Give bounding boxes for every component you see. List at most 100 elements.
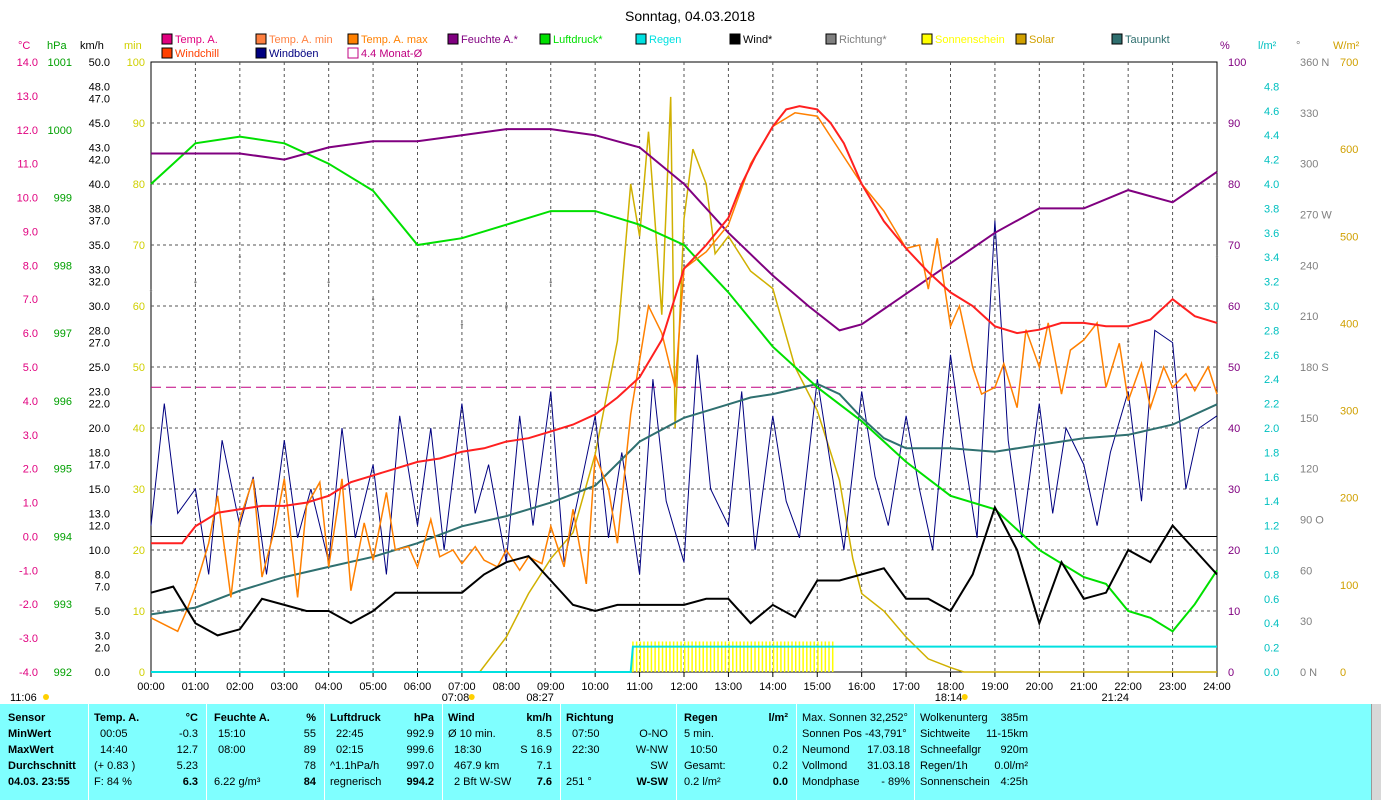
x-tick-label-8: 08:00 (493, 681, 521, 693)
series-regen (151, 645, 1217, 673)
pct-tick-5: 50 (1228, 362, 1240, 374)
misc-sonnenschein-value: 4:25h (1000, 776, 1028, 788)
kmh-tick-10: 33.0 (89, 264, 110, 276)
temp-unit: °C (185, 712, 198, 724)
hpa-tick-5: 996 (54, 396, 72, 408)
x-tick-label-9: 09:00 (537, 681, 565, 693)
deg-tick-12: 0 N (1300, 667, 1317, 679)
pct-tick-7: 30 (1228, 484, 1240, 496)
x-tick-label-24: 24:00 (1203, 681, 1231, 693)
lm2-tick-8: 3.2 (1264, 277, 1279, 289)
temp-tick-1: 13.0 (17, 91, 38, 103)
x-tick-label-11: 11:00 (626, 681, 653, 693)
feuchte-cur-value: 84 (303, 776, 316, 788)
lm2-tick-11: 2.6 (1264, 350, 1279, 362)
kmh-tick-19: 18.0 (89, 447, 110, 459)
deg-tick-5: 210 (1300, 311, 1318, 323)
temp-avg-label: (+ 0.83 ) (94, 760, 136, 772)
legend-swatch-6 (729, 33, 741, 45)
pct-tick-0: 100 (1228, 57, 1246, 69)
current-date: 04.03. 23:55 (8, 776, 70, 788)
kmh-tick-14: 27.0 (89, 338, 110, 350)
legend-label-11: Windchill (175, 48, 219, 60)
deg-tick-4: 240 (1300, 260, 1318, 272)
series-solar (151, 96, 1217, 673)
kmh-tick-23: 12.0 (89, 521, 110, 533)
temp-tick-11: 3.0 (23, 430, 38, 442)
deg-tick-10: 60 (1300, 565, 1312, 577)
kmh-tick-9: 35.0 (89, 240, 110, 252)
min-tick-9: 10 (133, 606, 145, 618)
direction-point-6 (416, 314, 419, 318)
deg-tick-3: 270 W (1300, 210, 1332, 222)
legend-swatch-0 (161, 33, 173, 45)
lm2-tick-7: 3.4 (1264, 252, 1279, 264)
sunset-icon (961, 694, 968, 700)
legend-swatch-3 (447, 33, 459, 45)
richtung-r2-time: 22:30 (572, 744, 600, 756)
x-tick-label-0: 00:00 (137, 681, 165, 693)
direction-point-1 (194, 281, 197, 284)
pct-tick-10: 0 (1228, 667, 1234, 679)
astro-mondphase-label: Mondphase (802, 776, 860, 788)
wm2-tick-1: 600 (1340, 144, 1358, 156)
direction-point-4 (327, 281, 330, 284)
luftdruck-max-value: 999.6 (406, 744, 434, 756)
min-unit-label: min (124, 40, 142, 52)
luftdruck-header: Luftdruck (330, 712, 381, 724)
misc-sicht-value: 11-15km (986, 728, 1028, 740)
stats-wind-col: Wind km/h Ø 10 min. 8.5 18:30 S 16.9 467.9 … (448, 710, 556, 790)
temp-cur-value: 6.3 (182, 776, 198, 788)
direction-point-16 (860, 365, 863, 369)
temp-min-time: 00:05 (100, 728, 128, 740)
legend-label-9: Solar (1029, 34, 1055, 46)
min-tick-6: 40 (133, 423, 145, 435)
vertical-scrollbar[interactable] (1371, 704, 1381, 800)
kmh-tick-30: 0.0 (95, 667, 110, 679)
astro-neumond-value: 17.03.18 (867, 744, 910, 756)
regen-r2-value: 0.2 (772, 744, 788, 756)
kmh-tick-5: 42.0 (89, 155, 110, 167)
temp-tick-13: 1.0 (23, 498, 38, 510)
lm2-tick-21: 0.6 (1264, 594, 1279, 606)
misc-sonnenschein-label: Sonnenschein (920, 776, 990, 788)
kmh-tick-18: 20.0 (89, 423, 110, 435)
direction-point-13 (727, 272, 730, 276)
marker-sunset: 18:14 (935, 692, 963, 704)
misc-schnee-value: 920m (1000, 744, 1028, 756)
legend-label-4: Luftdruck* (553, 34, 603, 46)
kmh-tick-7: 38.0 (89, 203, 110, 215)
deg-tick-9: 90 O (1300, 515, 1324, 527)
x-tick-label-22: 22:00 (1114, 681, 1142, 693)
regen-header: Regen (684, 712, 718, 724)
series-luftdruck (150, 135, 1218, 633)
wind-unit: km/h (526, 712, 552, 724)
direction-point-18 (949, 314, 952, 318)
min-tick-5: 50 (133, 362, 145, 374)
lm2-tick-23: 0.2 (1264, 643, 1279, 655)
legend-swatch-13 (347, 47, 359, 59)
misc-schnee-label: Schneefallgr (920, 744, 982, 756)
lm2-tick-15: 1.8 (1264, 447, 1279, 459)
min-tick-1: 90 (133, 118, 145, 130)
series-wind (150, 504, 1218, 637)
direction-point-11 (638, 306, 641, 309)
luftdruck-max-time: 02:15 (336, 744, 364, 756)
kmh-tick-29: 2.0 (95, 643, 110, 655)
lm2-tick-1: 4.6 (1264, 106, 1279, 118)
sensor-header: Sensor (8, 712, 46, 724)
min-tick-8: 20 (133, 545, 145, 557)
misc-wolken-label: Wolkenunterg (920, 712, 988, 724)
richtung-r3-value: SW (650, 760, 668, 772)
wm2-tick-3: 400 (1340, 318, 1358, 330)
direction-point-8 (505, 306, 508, 309)
pct-tick-3: 70 (1228, 240, 1240, 252)
temp-min-value: -0.3 (179, 728, 198, 740)
pct-tick-8: 20 (1228, 545, 1240, 557)
x-tick-label-19: 19:00 (981, 681, 1009, 693)
kmh-tick-22: 13.0 (89, 508, 110, 520)
x-tick-label-18: 18:00 (937, 681, 965, 693)
temp-tick-12: 2.0 (23, 464, 38, 476)
stats-luftdruck-col: Luftdruck hPa 22:45 992.9 02:15 999.6 ^1.1h… (330, 710, 438, 790)
wind-r4-value: 7.6 (536, 776, 552, 788)
